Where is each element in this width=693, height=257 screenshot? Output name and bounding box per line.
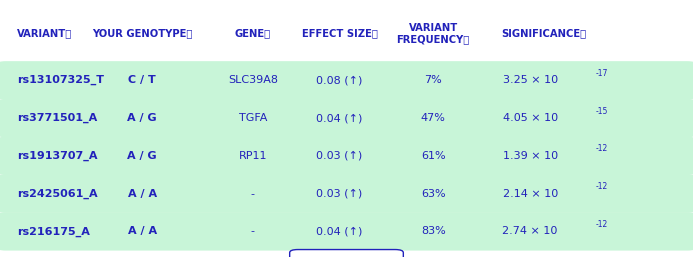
Text: C / T: C / T: [128, 75, 156, 85]
Text: SLC39A8: SLC39A8: [228, 75, 278, 85]
Text: 7%: 7%: [424, 75, 442, 85]
Text: A / A: A / A: [128, 189, 157, 199]
Text: 4.05 × 10: 4.05 × 10: [502, 113, 558, 123]
Text: -: -: [251, 226, 255, 236]
Text: rs3771501_A: rs3771501_A: [17, 113, 98, 123]
Text: -12: -12: [596, 144, 608, 153]
Text: rs2425061_A: rs2425061_A: [17, 189, 98, 199]
Text: -12: -12: [596, 182, 608, 191]
Text: VARIANT
FREQUENCYⓘ: VARIANT FREQUENCYⓘ: [396, 23, 470, 44]
Text: rs13107325_T: rs13107325_T: [17, 75, 105, 85]
Text: 0.08 (↑): 0.08 (↑): [317, 75, 362, 85]
Text: 47%: 47%: [421, 113, 446, 123]
Text: YOUR GENOTYPEⓘ: YOUR GENOTYPEⓘ: [92, 29, 192, 38]
FancyBboxPatch shape: [0, 212, 693, 251]
Text: 83%: 83%: [421, 226, 446, 236]
Text: 0.04 (↑): 0.04 (↑): [317, 113, 362, 123]
Text: -12: -12: [596, 220, 608, 229]
Text: TGFA: TGFA: [239, 113, 267, 123]
Text: GENEⓘ: GENEⓘ: [235, 29, 271, 38]
Text: 1.39 × 10: 1.39 × 10: [502, 151, 558, 161]
Text: 0.03 (↑): 0.03 (↑): [317, 189, 362, 199]
Text: rs1913707_A: rs1913707_A: [17, 151, 98, 161]
Text: 63%: 63%: [421, 189, 446, 199]
Text: A / G: A / G: [128, 151, 157, 161]
Text: EFFECT SIZEⓘ: EFFECT SIZEⓘ: [301, 29, 378, 38]
Text: 2.74 × 10: 2.74 × 10: [502, 226, 558, 236]
FancyBboxPatch shape: [0, 99, 693, 137]
Text: rs216175_A: rs216175_A: [17, 226, 90, 236]
FancyBboxPatch shape: [290, 250, 403, 257]
FancyBboxPatch shape: [0, 61, 693, 99]
Text: -15: -15: [596, 106, 608, 116]
Text: RP11: RP11: [238, 151, 267, 161]
Text: 0.04 (↑): 0.04 (↑): [317, 226, 362, 236]
Text: -: -: [251, 189, 255, 199]
Text: SIGNIFICANCEⓘ: SIGNIFICANCEⓘ: [502, 29, 586, 38]
Text: 0.03 (↑): 0.03 (↑): [317, 151, 362, 161]
FancyBboxPatch shape: [0, 137, 693, 175]
Text: A / A: A / A: [128, 226, 157, 236]
Text: 61%: 61%: [421, 151, 446, 161]
Text: 3.25 × 10: 3.25 × 10: [502, 75, 558, 85]
FancyBboxPatch shape: [0, 175, 693, 213]
Text: -17: -17: [596, 69, 608, 78]
Text: 2.14 × 10: 2.14 × 10: [502, 189, 558, 199]
Text: VARIANTⓘ: VARIANTⓘ: [17, 29, 73, 38]
Text: A / G: A / G: [128, 113, 157, 123]
